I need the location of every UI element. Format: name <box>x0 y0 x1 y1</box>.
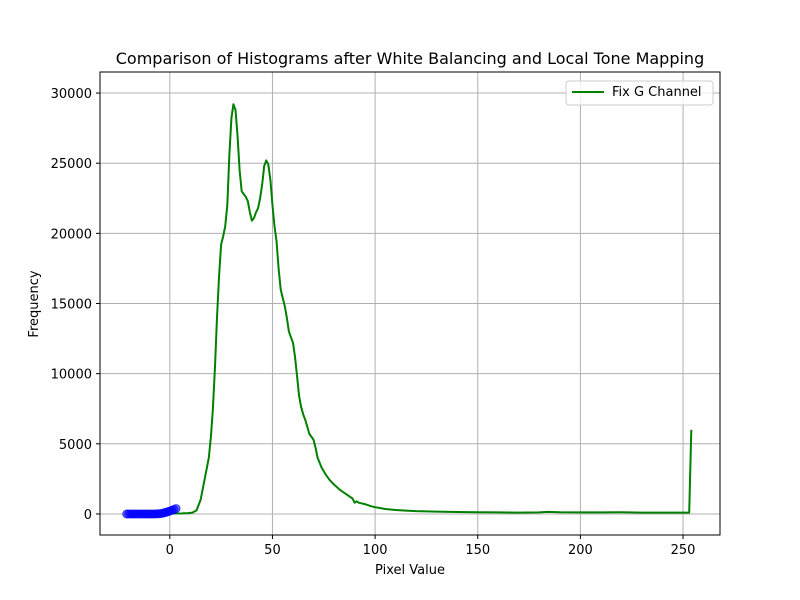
scatter-point <box>171 504 181 514</box>
grid-lines <box>100 72 720 535</box>
axis-ticks: 0 50 100 150 200 250 0 5000 10000 15000 20000 25000… <box>51 87 696 558</box>
y-tick-label: 0 <box>84 508 92 523</box>
y-tick-label: 5000 <box>59 438 92 453</box>
x-tick-label: 150 <box>465 543 490 558</box>
y-tick-label: 10000 <box>51 368 92 383</box>
x-tick-label: 250 <box>671 543 696 558</box>
x-tick-label: 0 <box>166 543 174 558</box>
x-tick-label: 50 <box>264 543 281 558</box>
legend: Fix G Channel <box>565 80 714 106</box>
y-tick-label: 15000 <box>51 298 92 313</box>
chart-title: Comparison of Histograms after White Bal… <box>116 49 704 68</box>
series-layer <box>122 103 693 519</box>
y-tick-label: 25000 <box>51 157 92 172</box>
series-line-fix-g-channel <box>169 103 693 515</box>
y-tick-label: 20000 <box>51 227 92 242</box>
y-axis-label: Frequency <box>27 270 42 337</box>
legend-label-fix-g-channel: Fix G Channel <box>612 85 702 100</box>
legend-box <box>565 80 714 106</box>
x-tick-label: 100 <box>363 543 388 558</box>
y-tick-label: 30000 <box>51 87 92 102</box>
x-axis-label: Pixel Value <box>375 563 445 578</box>
x-tick-label: 200 <box>568 543 593 558</box>
